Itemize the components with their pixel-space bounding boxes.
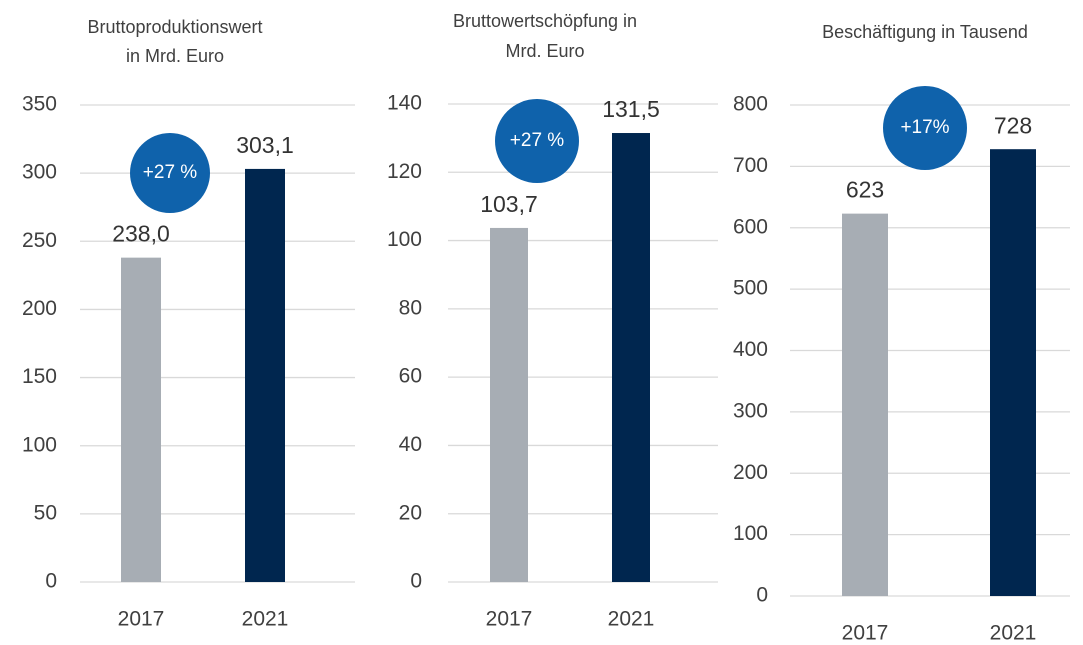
- annotation: +17%: [900, 117, 949, 138]
- value-label: 103,7: [480, 191, 538, 217]
- y-tick-label: 0: [756, 584, 768, 607]
- x-tick-label: 2021: [242, 608, 289, 631]
- y-tick-label: 80: [399, 296, 422, 319]
- y-tick-label: 100: [22, 433, 57, 456]
- value-label: 623: [846, 177, 884, 203]
- bar: [990, 149, 1036, 596]
- y-tick-label: 100: [733, 522, 768, 545]
- y-tick-label: 40: [399, 433, 422, 456]
- y-tick-label: 20: [399, 501, 422, 524]
- y-tick-label: 120: [387, 160, 422, 183]
- bar: [842, 213, 888, 597]
- annotation: +27 %: [510, 130, 565, 151]
- x-tick-label: 2017: [842, 622, 889, 645]
- x-tick-label: 2021: [608, 608, 655, 631]
- chart-title: in Mrd. Euro: [126, 46, 224, 66]
- x-tick-label: 2017: [118, 608, 165, 631]
- y-tick-label: 0: [410, 570, 422, 593]
- y-tick-label: 0: [45, 570, 57, 593]
- value-label: 303,1: [236, 132, 294, 158]
- value-label: 131,5: [602, 96, 660, 122]
- x-tick-label: 2021: [990, 622, 1037, 645]
- chart-title: Mrd. Euro: [505, 41, 584, 61]
- annotation-badge: [130, 133, 210, 213]
- annotation-badge: [883, 86, 967, 170]
- y-tick-label: 200: [22, 297, 57, 320]
- chart-title: Bruttoproduktionswert: [87, 17, 262, 37]
- y-tick-label: 700: [733, 154, 768, 177]
- y-tick-label: 150: [22, 365, 57, 388]
- bar: [612, 133, 650, 582]
- y-tick-label: 350: [22, 93, 57, 116]
- bar: [121, 257, 161, 582]
- y-tick-label: 250: [22, 229, 57, 252]
- y-tick-label: 140: [387, 92, 422, 115]
- annotation-badge: [495, 99, 579, 183]
- y-tick-label: 800: [733, 93, 768, 116]
- y-tick-label: 300: [22, 161, 57, 184]
- y-tick-label: 600: [733, 215, 768, 238]
- y-tick-label: 300: [733, 399, 768, 422]
- value-label: 728: [994, 112, 1032, 138]
- x-tick-label: 2017: [486, 608, 533, 631]
- y-tick-label: 50: [34, 501, 57, 524]
- chart-title: Beschäftigung in Tausend: [822, 22, 1028, 42]
- bar: [245, 168, 285, 582]
- value-label: 238,0: [112, 221, 170, 247]
- y-tick-label: 500: [733, 277, 768, 300]
- annotation: +27 %: [143, 162, 198, 183]
- y-tick-label: 400: [733, 338, 768, 361]
- y-tick-label: 200: [733, 461, 768, 484]
- y-tick-label: 60: [399, 365, 422, 388]
- bar: [490, 227, 528, 582]
- y-tick-label: 100: [387, 228, 422, 251]
- chart-title: Bruttowertschöpfung in: [453, 11, 637, 31]
